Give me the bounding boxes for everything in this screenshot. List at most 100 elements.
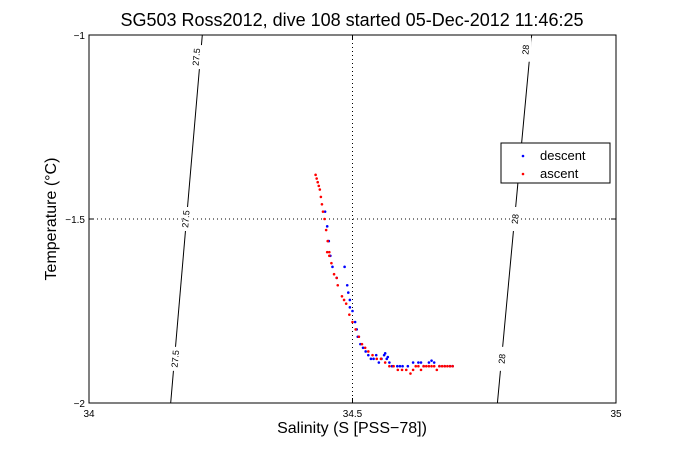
data-point-ascent	[342, 298, 346, 302]
data-point-descent	[427, 361, 431, 364]
data-point-ascent	[430, 364, 433, 368]
y-axis-label: Temperature (°C)	[43, 158, 60, 281]
data-point-ascent	[448, 364, 452, 368]
data-point-ascent	[325, 250, 329, 254]
data-point-ascent	[360, 342, 364, 346]
data-point-ascent	[315, 177, 318, 180]
data-point-ascent	[427, 364, 431, 368]
data-point-descent	[398, 364, 402, 368]
data-point-ascent	[319, 195, 323, 199]
data-point-ascent	[314, 173, 317, 177]
data-point-ascent	[379, 357, 383, 361]
data-point-ascent	[411, 368, 415, 372]
legend-label-descent: descent	[540, 148, 586, 163]
data-point-ascent	[419, 368, 423, 372]
x-tick-label: 34	[83, 409, 95, 420]
data-point-descent	[386, 355, 390, 359]
plot-area: 27.5 27.5 27.5 28 28 28 34 34.5 35 −2 −1.5 −1	[65, 31, 622, 420]
data-point-descent	[325, 225, 329, 228]
data-point-descent	[395, 364, 399, 368]
data-point-ascent	[348, 313, 351, 316]
data-point-ascent	[340, 294, 344, 298]
data-point-ascent	[363, 346, 367, 350]
data-point-ascent	[335, 276, 338, 280]
data-point-ascent	[432, 364, 436, 368]
data-point-ascent	[316, 180, 320, 184]
data-point-descent	[331, 265, 334, 269]
data-point-descent	[343, 265, 346, 269]
data-point-ascent	[422, 364, 425, 368]
data-point-ascent	[320, 202, 324, 206]
data-point-ascent	[330, 261, 333, 265]
data-point-ascent	[371, 353, 374, 357]
data-point-ascent	[443, 364, 447, 368]
data-point-ascent	[438, 364, 441, 368]
contour-label-bg	[170, 346, 181, 371]
x-tick-label: 34.5	[343, 409, 363, 420]
data-point-descent	[430, 359, 433, 362]
data-point-ascent	[409, 372, 412, 375]
data-point-descent	[374, 353, 378, 357]
y-tick-label: −1	[74, 31, 86, 42]
legend-box	[500, 142, 611, 184]
data-point-descent	[372, 357, 375, 361]
data-point-ascent	[396, 368, 400, 372]
chart-title: SG503 Ross2012, dive 108 started 05-Dec-…	[121, 10, 584, 30]
x-tick-label: 35	[610, 409, 622, 420]
data-point-descent	[388, 361, 391, 364]
data-point-ascent	[404, 368, 408, 372]
data-point-ascent	[321, 210, 325, 213]
data-point-ascent	[344, 302, 348, 305]
legend-marker-descent	[521, 154, 525, 158]
data-point-ascent	[414, 364, 418, 368]
contour-label-28: 28	[520, 44, 531, 55]
data-point-ascent	[367, 350, 370, 353]
y-tick-label: −1.5	[65, 215, 85, 226]
contour-label-27.5: 27.5	[170, 350, 181, 368]
contour-label-27.5: 27.5	[191, 48, 202, 66]
data-point-ascent	[354, 328, 357, 331]
data-point-descent	[364, 350, 367, 353]
data-point-ascent	[417, 364, 420, 368]
data-point-ascent	[440, 364, 444, 368]
data-point-descent	[417, 361, 420, 364]
data-point-descent	[401, 364, 404, 368]
data-point-ascent	[446, 364, 449, 368]
data-point-ascent	[435, 368, 439, 372]
data-point-descent	[348, 306, 352, 309]
legend-label-ascent: ascent	[540, 166, 579, 181]
data-point-descent	[369, 357, 373, 361]
contour-label-28: 28	[510, 214, 521, 225]
y-tick-label: −2	[74, 399, 86, 410]
data-point-ascent	[318, 188, 322, 191]
data-point-ascent	[400, 368, 404, 372]
contour-label-27.5: 27.5	[180, 210, 191, 228]
data-point-ascent	[326, 239, 330, 243]
contour-label-bg	[497, 346, 508, 371]
data-point-descent	[432, 361, 436, 364]
contour-label-bg	[510, 207, 521, 231]
data-point-ascent	[388, 364, 391, 368]
data-point-descent	[419, 361, 423, 364]
contour-label-bg	[192, 45, 203, 70]
data-point-ascent	[328, 250, 331, 254]
data-point-ascent	[392, 364, 395, 368]
contour-label-28: 28	[497, 353, 508, 364]
data-point-ascent	[317, 184, 321, 188]
contour-label-bg	[521, 37, 532, 62]
data-point-ascent	[375, 357, 379, 361]
data-point-descent	[383, 352, 387, 355]
data-point-descent	[377, 361, 381, 364]
data-point-descent	[348, 298, 352, 302]
data-point-descent	[351, 309, 354, 313]
data-point-descent	[323, 210, 327, 213]
data-point-descent	[361, 346, 365, 350]
data-point-ascent	[328, 254, 331, 258]
x-axis-label: Salinity (S [PSS−78])	[277, 420, 427, 437]
data-point-descent	[406, 364, 410, 368]
data-point-descent	[345, 283, 349, 287]
data-point-ascent	[383, 361, 387, 364]
data-point-ascent	[424, 364, 428, 368]
